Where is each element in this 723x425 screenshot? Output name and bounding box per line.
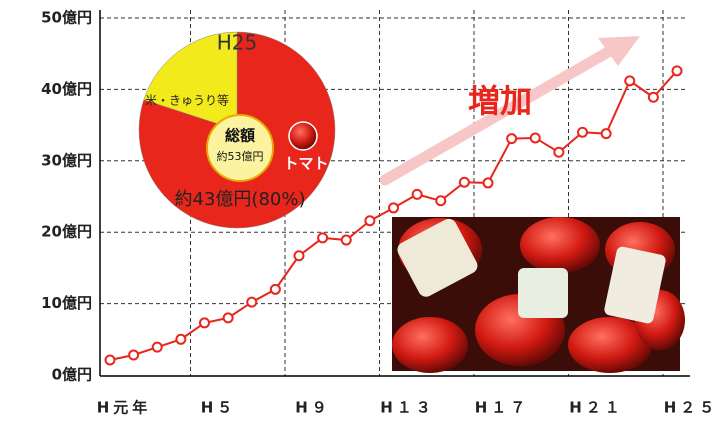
data-point — [176, 335, 185, 344]
data-point — [271, 285, 280, 294]
category-label: トマト — [283, 155, 328, 173]
data-point — [460, 178, 469, 187]
data-point — [389, 203, 398, 212]
center-value: 約53億円 — [217, 149, 264, 163]
center-title: 総額 — [225, 127, 255, 145]
pie-annotation: 約43億円(80%) — [175, 189, 306, 210]
x-tick-label: H９ — [295, 399, 331, 417]
center-disc — [207, 115, 273, 181]
data-point — [129, 351, 138, 360]
data-point — [365, 216, 374, 225]
data-point — [673, 66, 682, 75]
y-tick-label: 0億円 — [52, 366, 92, 384]
x-tick-label: H２５ — [664, 399, 719, 417]
data-point — [507, 134, 516, 143]
data-point — [295, 251, 304, 260]
data-point — [318, 233, 327, 242]
data-point — [531, 133, 540, 142]
data-point — [436, 196, 445, 205]
tomato-icon — [289, 122, 317, 150]
data-point — [554, 148, 563, 157]
data-point — [153, 343, 162, 352]
data-point — [200, 318, 209, 327]
data-point — [224, 313, 233, 322]
data-point — [106, 356, 115, 365]
x-tick-label: H元年 — [97, 399, 152, 417]
data-point — [625, 76, 634, 85]
x-tick-label: H２１ — [569, 399, 624, 417]
x-tick-label: H１７ — [475, 399, 530, 417]
y-tick-label: 10億円 — [41, 294, 92, 312]
pie-title: H25 — [217, 31, 258, 55]
data-point — [247, 298, 256, 307]
data-point — [602, 129, 611, 138]
x-tick-label: H５ — [201, 399, 237, 417]
category-label: 米・きゅうり等 — [145, 94, 229, 108]
data-point — [342, 236, 351, 245]
trend-label: 増加 — [468, 82, 532, 120]
y-tick-label: 50億円 — [41, 9, 92, 27]
y-tick-label: 20億円 — [41, 223, 92, 241]
data-point — [649, 93, 658, 102]
data-point — [578, 128, 587, 137]
y-tick-label: 40億円 — [41, 80, 92, 98]
photo — [392, 216, 685, 373]
data-point — [413, 190, 422, 199]
data-point — [484, 178, 493, 187]
y-tick-label: 30億円 — [41, 151, 92, 169]
chart: 増加 H25 総額約53億円 米・きゅうり等トマト約43億円(80%) 0億円 10億… — [0, 0, 723, 421]
x-tick-label: H１３ — [380, 399, 435, 417]
